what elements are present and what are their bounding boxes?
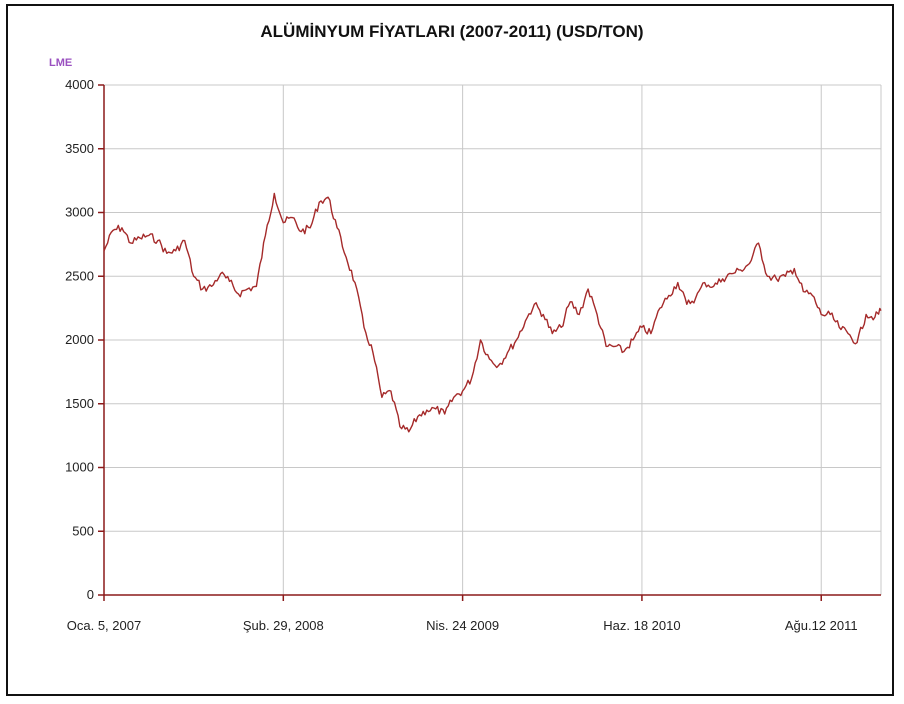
axis-layer: LME 0 500 1000 1500 2000 2500 3000 3500 4000 Oca.… (49, 57, 881, 633)
y-tick-label: 1500 (65, 396, 94, 411)
series-line (103, 192, 882, 433)
y-tick-label: 4000 (65, 77, 94, 92)
y-tick-label: 2000 (65, 332, 94, 347)
x-tick-label: Oca. 5, 2007 (67, 618, 141, 633)
series-layer (103, 192, 882, 433)
y-tick-label: 0 (87, 587, 94, 602)
chart-title: ALÜMİNYUM FİYATLARI (2007-2011) (USD/TON… (260, 22, 644, 41)
chart-frame (6, 4, 894, 696)
x-tick-label: Nis. 24 2009 (426, 618, 499, 633)
y-tick-label: 3500 (65, 141, 94, 156)
y-tick-label: 1000 (65, 460, 94, 475)
x-tick-label: Şub. 29, 2008 (243, 618, 324, 633)
x-tick-label: Haz. 18 2010 (603, 618, 680, 633)
x-tick-label: Ağu.12 2011 (785, 618, 858, 633)
y-axis-label: LME (49, 57, 72, 69)
y-tick-label: 2500 (65, 268, 94, 283)
y-tick-label: 3000 (65, 205, 94, 220)
grid-layer (104, 84, 882, 595)
y-tick-label: 500 (72, 523, 94, 538)
